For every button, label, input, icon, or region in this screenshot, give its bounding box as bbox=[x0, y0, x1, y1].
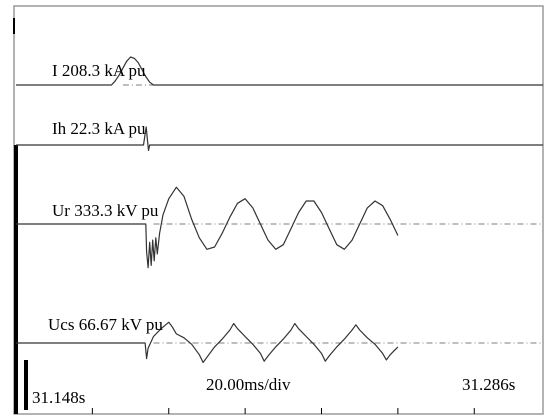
channel-i: I 208.3 kA pu bbox=[16, 56, 543, 86]
grid-ticks bbox=[91, 408, 475, 414]
time-end-label: 31.286s bbox=[462, 375, 515, 394]
channel-label: Ucs 66.67 kV pu bbox=[48, 315, 163, 334]
series-line bbox=[16, 186, 399, 269]
time-start-label: 31.148s bbox=[32, 388, 85, 407]
series-line bbox=[16, 56, 543, 86]
series-line bbox=[16, 126, 543, 151]
channel-label: I 208.3 kA pu bbox=[52, 61, 146, 80]
channel-label: Ur 333.3 kV pu bbox=[52, 201, 159, 220]
channel-ucs: Ucs 66.67 kV pu bbox=[16, 315, 543, 364]
series-line bbox=[16, 321, 399, 364]
channel-ur: Ur 333.3 kV pu bbox=[16, 186, 543, 269]
channel-label: Ih 22.3 kA pu bbox=[52, 119, 146, 138]
channel-traces: I 208.3 kA pu Ih 22.3 kA pu Ur 333.3 kV pu… bbox=[16, 56, 543, 364]
channel-ih: Ih 22.3 kA pu bbox=[16, 119, 543, 151]
time-div-label: 20.00ms/div bbox=[206, 375, 291, 394]
